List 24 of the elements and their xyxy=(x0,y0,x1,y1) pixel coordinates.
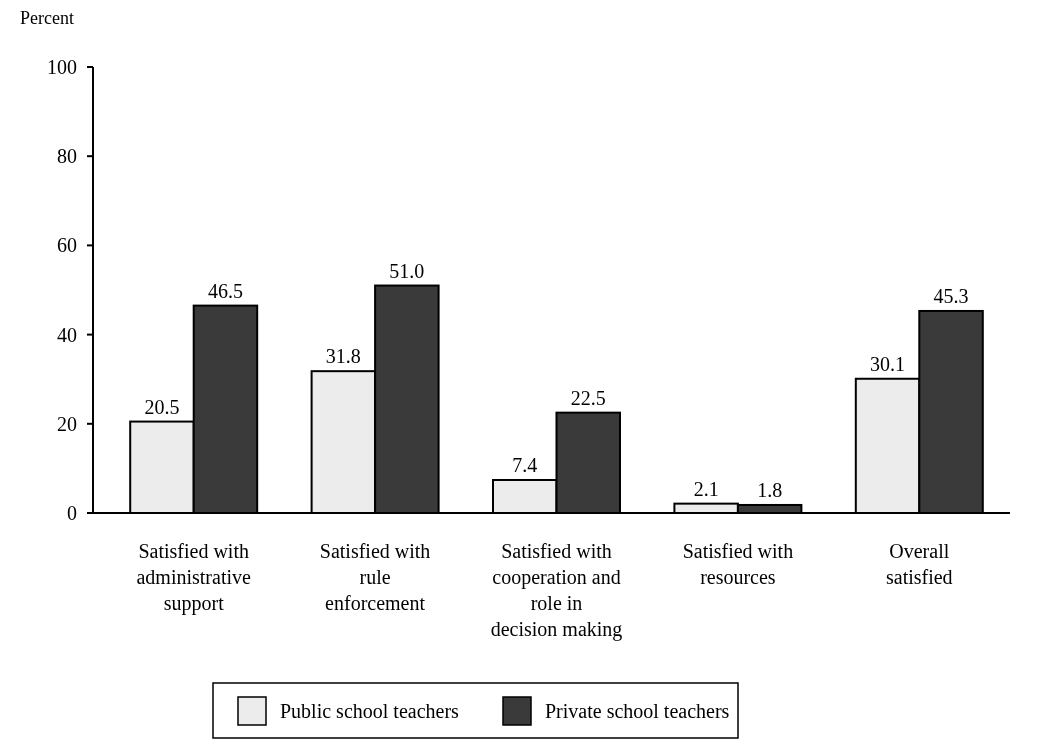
text: 46.5 xyxy=(207,279,243,302)
text: 31.8 xyxy=(325,345,361,368)
text: 30.1 xyxy=(870,352,906,375)
x-tick-label: Overall satisfied xyxy=(885,540,953,588)
legend-label: Public school teachers xyxy=(280,700,460,722)
x-tick-label: Satisfied with administrative support xyxy=(136,540,252,615)
x-tick-label: Satisfied with cooperation and role in decision making xyxy=(490,540,623,641)
text: 22.5 xyxy=(570,386,606,409)
legend-label: Private school teachers xyxy=(545,700,730,722)
y-tick-label: 40 xyxy=(57,323,77,346)
text: 1.8 xyxy=(757,478,783,501)
y-tick-label: 0 xyxy=(67,502,77,524)
x-tick-label: Satisfied with resources xyxy=(682,540,794,588)
text: 45.3 xyxy=(933,284,969,307)
y-tick-label: 80 xyxy=(57,145,77,168)
y-tick-label: 60 xyxy=(57,234,77,257)
text: 20.5 xyxy=(144,395,180,418)
text: 7.4 xyxy=(512,454,538,476)
y-tick-label: 20 xyxy=(57,412,77,435)
text: 2.1 xyxy=(693,477,719,500)
y-tick-label: 100 xyxy=(47,56,77,78)
text: 51.0 xyxy=(389,259,425,282)
x-tick-label: Satisfied with rule enforcement xyxy=(319,540,431,614)
y-axis-title: Percent xyxy=(20,8,74,28)
